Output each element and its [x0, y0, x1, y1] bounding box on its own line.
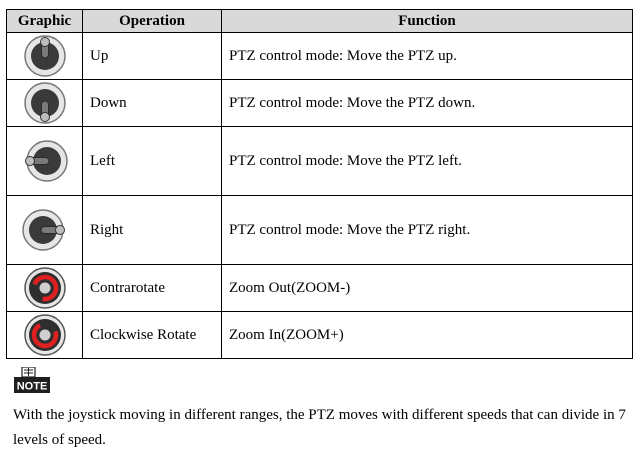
graphic-cell: [6, 195, 83, 265]
table-row: Right PTZ control mode: Move the PTZ rig…: [6, 195, 633, 265]
note-icon-label: NOTE: [17, 381, 48, 393]
function-cell: PTZ control mode: Move the PTZ right.: [221, 195, 633, 265]
rotate-clockwise-icon: [23, 314, 66, 356]
table-row: Left PTZ control mode: Move the PTZ left…: [6, 126, 633, 196]
table-header-row: Graphic Operation Function: [6, 9, 633, 33]
graphic-cell: [6, 32, 83, 80]
note-icon: NOTE: [13, 366, 51, 395]
function-cell: Zoom Out(ZOOM-): [221, 264, 633, 312]
joystick-left-icon: [24, 140, 68, 182]
joystick-operation-table: Graphic Operation Function Up PTZ contro…: [6, 9, 633, 359]
rotate-counterclockwise-icon: [23, 267, 66, 309]
graphic-cell: [6, 79, 83, 127]
function-cell: PTZ control mode: Move the PTZ left.: [221, 126, 633, 196]
table-row: Up PTZ control mode: Move the PTZ up.: [6, 32, 633, 80]
joystick-right-icon: [21, 209, 65, 251]
operation-cell: Contrarotate: [82, 264, 222, 312]
header-function: Function: [221, 9, 633, 33]
table-row: Clockwise Rotate Zoom In(ZOOM+): [6, 311, 633, 359]
operation-cell: Up: [82, 32, 222, 80]
graphic-cell: [6, 126, 83, 196]
operation-cell: Left: [82, 126, 222, 196]
graphic-cell: [6, 264, 83, 312]
note-text: With the joystick moving in different ra…: [13, 407, 626, 448]
joystick-up-icon: [23, 35, 66, 77]
operation-cell: Clockwise Rotate: [82, 311, 222, 359]
header-operation: Operation: [82, 9, 222, 33]
operation-cell: Right: [82, 195, 222, 265]
graphic-cell: [6, 311, 83, 359]
table-row: Down PTZ control mode: Move the PTZ down…: [6, 79, 633, 127]
function-cell: PTZ control mode: Move the PTZ up.: [221, 32, 633, 80]
operation-cell: Down: [82, 79, 222, 127]
joystick-down-icon: [23, 82, 66, 124]
function-cell: PTZ control mode: Move the PTZ down.: [221, 79, 633, 127]
table-row: Contrarotate Zoom Out(ZOOM-): [6, 264, 633, 312]
header-graphic: Graphic: [6, 9, 83, 33]
function-cell: Zoom In(ZOOM+): [221, 311, 633, 359]
